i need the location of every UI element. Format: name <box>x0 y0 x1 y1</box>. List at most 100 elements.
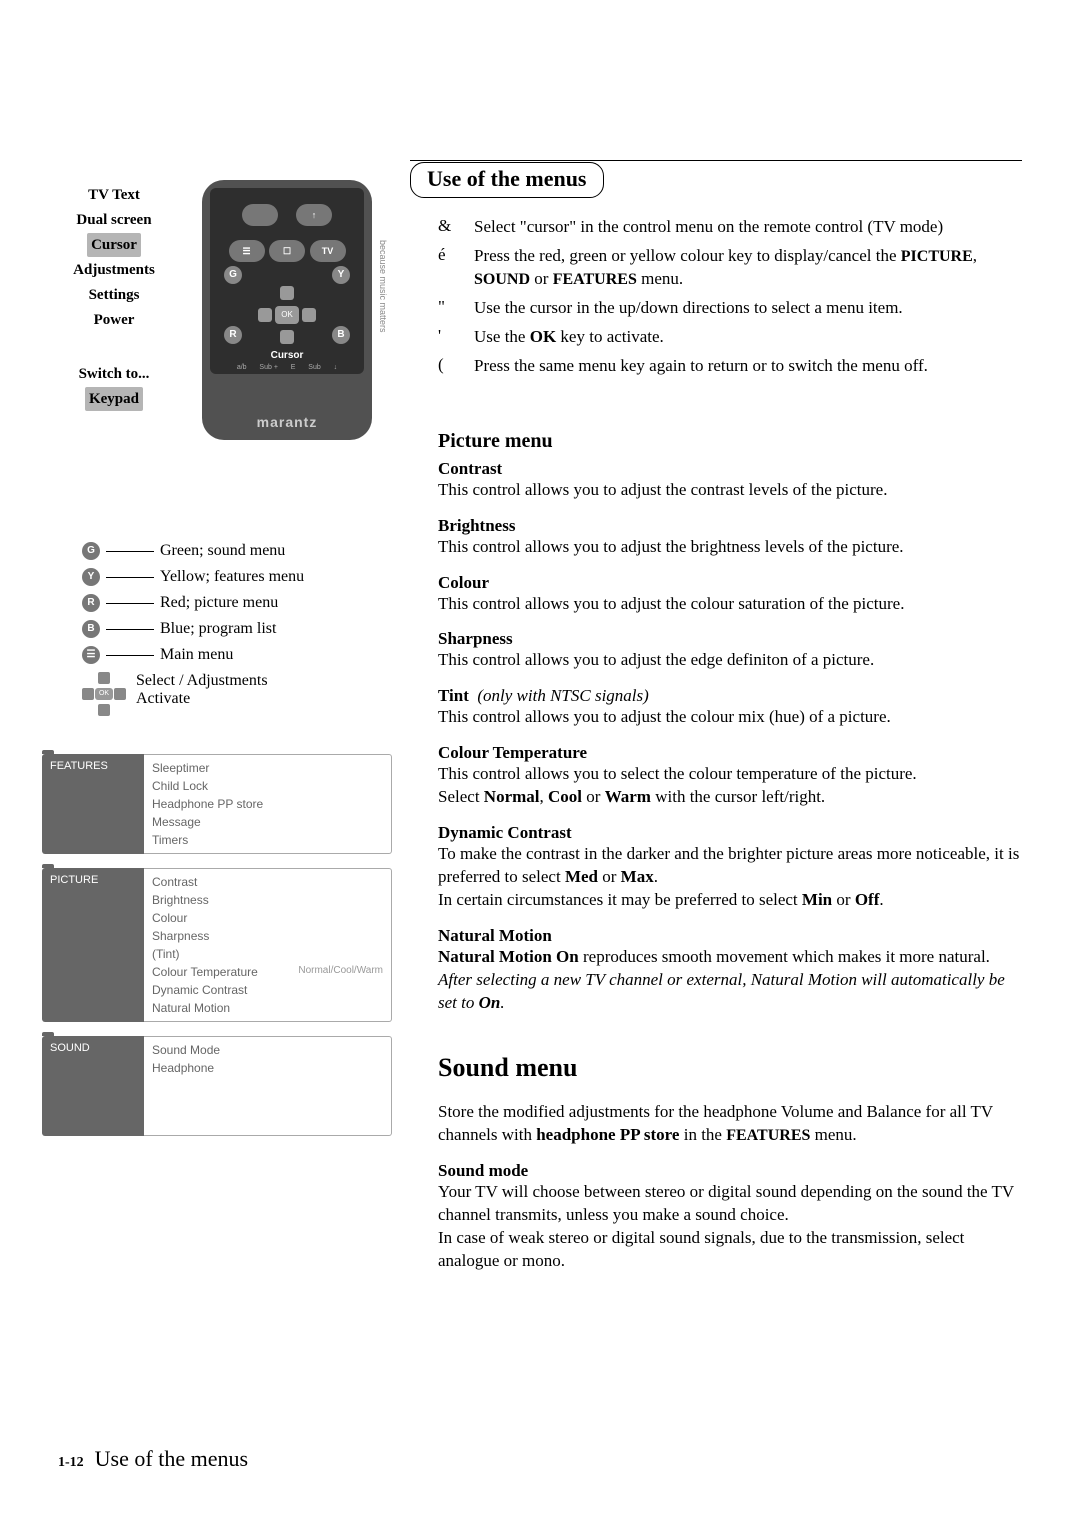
step-1-sym: & <box>438 216 474 239</box>
legend-g-icon: G <box>82 542 100 560</box>
step-5-sym: ( <box>438 355 474 378</box>
step-2-sym: é <box>438 245 474 291</box>
contrast-heading: Contrast <box>438 459 1022 479</box>
sound-menu-heading: Sound menu <box>438 1053 1022 1083</box>
features-menu-block: FEATURES Sleeptimer Child Lock Headphone… <box>42 754 392 854</box>
remote-btn-box: ☐ <box>269 240 305 262</box>
sidebar-settings: Settings <box>89 287 140 303</box>
soundmode-heading: Sound mode <box>438 1161 1022 1181</box>
picture-item-contrast: Contrast <box>152 873 383 891</box>
sidebar-dual-screen: Dual screen <box>76 212 151 228</box>
picture-menu-heading: Picture menu <box>438 430 1022 453</box>
page-footer: 1-12 Use of the menus <box>58 1446 248 1472</box>
step-5-text: Press the same menu key again to return … <box>474 355 1022 378</box>
picture-item-brightness: Brightness <box>152 891 383 909</box>
legend-r-icon: R <box>82 594 100 612</box>
legend-r-text: Red; picture menu <box>160 594 278 612</box>
tint-heading: Tint (only with NTSC signals) <box>438 686 1022 706</box>
legend-activate-text: Activate <box>136 690 268 708</box>
contrast-text: This control allows you to adjust the co… <box>438 479 1022 502</box>
sidebar-power: Power <box>94 312 135 328</box>
remote-dot-r: R <box>224 326 242 344</box>
main-text: &Select "cursor" in the control menu on … <box>438 216 1022 1272</box>
picture-item-coltemp-opts: Normal/Cool/Warm <box>298 963 383 981</box>
remote-ok: OK <box>275 306 299 324</box>
features-item-childlock: Child Lock <box>152 777 383 795</box>
legend-dpad-icon: OK <box>82 672 126 716</box>
step-2-text: Press the red, green or yellow colour ke… <box>474 245 1022 291</box>
brightness-text: This control allows you to adjust the br… <box>438 536 1022 559</box>
remote-menu-sidebar: TV Text Dual screen Cursor Adjustments S… <box>50 182 178 412</box>
brightness-heading: Brightness <box>438 516 1022 536</box>
picture-item-dyncontrast: Dynamic Contrast <box>152 981 383 999</box>
features-tab: FEATURES <box>42 754 144 854</box>
sound-menu-block: SOUND Sound Mode Headphone <box>42 1036 392 1136</box>
top-rule <box>410 160 1022 161</box>
remote-dot-g: G <box>224 266 242 284</box>
step-3-sym: " <box>438 297 474 320</box>
coltemp-text-2: Select Normal, Cool or Warm with the cur… <box>438 786 1022 809</box>
sharpness-heading: Sharpness <box>438 629 1022 649</box>
natmotion-text-2: After selecting a new TV channel or exte… <box>438 969 1022 1015</box>
legend-select-text: Select / Adjustments <box>136 672 268 690</box>
button-legend: G Green; sound menu Y Yellow; features men… <box>82 538 304 722</box>
step-3-text: Use the cursor in the up/down directions… <box>474 297 1022 320</box>
sound-intro: Store the modified adjustments for the h… <box>438 1101 1022 1147</box>
remote-btn-tv: TV <box>310 240 346 262</box>
remote-illustration: ↑ ☰ ☐ TV G Y OK R B Cursor a/b <box>202 180 372 440</box>
picture-item-coltemp: Colour Temperature <box>152 963 258 981</box>
colour-text: This control allows you to adjust the co… <box>438 593 1022 616</box>
picture-item-natmotion: Natural Motion <box>152 999 383 1017</box>
coltemp-text-1: This control allows you to select the co… <box>438 763 1022 786</box>
soundmode-text-1: Your TV will choose between stereo or di… <box>438 1181 1022 1227</box>
sidebar-keypad: Keypad <box>85 387 143 411</box>
natmotion-heading: Natural Motion <box>438 926 1022 946</box>
picture-item-tint: (Tint) <box>152 945 383 963</box>
remote-small-row: a/b Sub + E Sub ↓ <box>224 364 350 376</box>
picture-tab: PICTURE <box>42 868 144 1022</box>
features-item-hpstore: Headphone PP store <box>152 795 383 813</box>
legend-y-icon: Y <box>82 568 100 586</box>
menu-previews: FEATURES Sleeptimer Child Lock Headphone… <box>42 754 392 1150</box>
section-title-pill: Use of the menus <box>410 162 604 198</box>
sidebar-tv-text: TV Text <box>88 187 140 203</box>
remote-btn-list: ☰ <box>229 240 265 262</box>
remote-btn-up: ↑ <box>296 204 332 226</box>
picture-menu-block: PICTURE Contrast Brightness Colour Sharp… <box>42 868 392 1022</box>
features-item-timers: Timers <box>152 831 383 849</box>
sharpness-text: This control allows you to adjust the ed… <box>438 649 1022 672</box>
legend-y-text: Yellow; features menu <box>160 568 304 586</box>
sound-tab: SOUND <box>42 1036 144 1136</box>
sound-item-mode: Sound Mode <box>152 1041 383 1059</box>
dyncontrast-text-2: In certain circumstances it may be prefe… <box>438 889 1022 912</box>
natmotion-text-1: Natural Motion On reproduces smooth move… <box>438 946 1022 969</box>
coltemp-heading: Colour Temperature <box>438 743 1022 763</box>
dyncontrast-text-1: To make the contrast in the darker and t… <box>438 843 1022 889</box>
step-1-text: Select "cursor" in the control menu on t… <box>474 216 1022 239</box>
step-4-text: Use the OK key to activate. <box>474 326 1022 349</box>
soundmode-text-2: In case of weak stereo or digital sound … <box>438 1227 1022 1273</box>
features-item-sleeptimer: Sleeptimer <box>152 759 383 777</box>
sound-item-headphone: Headphone <box>152 1059 383 1077</box>
sidebar-switch-to: Switch to... <box>79 366 150 382</box>
legend-b-icon: B <box>82 620 100 638</box>
legend-g-text: Green; sound menu <box>160 542 285 560</box>
remote-btn-1 <box>242 204 278 226</box>
colour-heading: Colour <box>438 573 1022 593</box>
picture-item-sharpness: Sharpness <box>152 927 383 945</box>
sidebar-cursor: Cursor <box>87 233 141 257</box>
legend-b-text: Blue; program list <box>160 620 276 638</box>
dyncontrast-heading: Dynamic Contrast <box>438 823 1022 843</box>
step-4-sym: ' <box>438 326 474 349</box>
remote-dot-y: Y <box>332 266 350 284</box>
features-item-message: Message <box>152 813 383 831</box>
picture-item-colour: Colour <box>152 909 383 927</box>
tint-text: This control allows you to adjust the co… <box>438 706 1022 729</box>
remote-dot-b: B <box>332 326 350 344</box>
remote-side-text: because music matters <box>378 240 388 333</box>
sidebar-adjustments: Adjustments <box>73 262 155 278</box>
remote-cursor-label: Cursor <box>210 350 364 361</box>
legend-menu-icon: ☰ <box>82 646 100 664</box>
legend-menu-text: Main menu <box>160 646 233 664</box>
remote-brand: marantz <box>202 414 372 430</box>
